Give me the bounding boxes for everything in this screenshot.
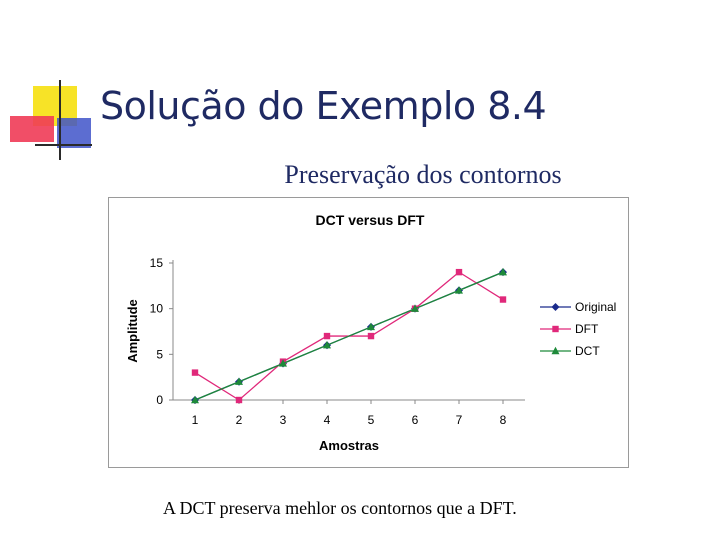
logo-blue-square (57, 118, 91, 148)
x-axis-label: Amostras (319, 438, 379, 453)
data-point-dft (191, 369, 199, 376)
data-point-dct (279, 359, 287, 367)
y-axis-label: Amplitude (125, 299, 140, 363)
x-tick-label: 4 (324, 413, 331, 427)
legend-label-dft: DFT (575, 322, 599, 336)
legend-marker-dft (552, 325, 559, 333)
logo-red-bar (10, 116, 54, 142)
x-tick-label: 8 (500, 413, 507, 427)
y-tick-label: 15 (150, 256, 164, 270)
slide-title: Solução do Exemplo 8.4 (100, 84, 547, 128)
x-tick-label: 6 (412, 413, 419, 427)
data-point-dft (323, 332, 331, 340)
chart-frame: DCT versus DFT Amplitude Amostras 0 5 10 15… (108, 197, 629, 468)
x-tick-label: 1 (192, 413, 199, 427)
x-tick-label: 5 (368, 413, 375, 427)
data-point-dft (367, 332, 375, 340)
data-point-dft (235, 396, 243, 404)
data-point-dct (455, 286, 463, 294)
y-tick-label: 5 (156, 347, 163, 361)
chart-title: DCT versus DFT (316, 212, 425, 228)
data-point-dct (323, 341, 331, 349)
legend-marker-dct (551, 346, 560, 355)
data-point-dct (235, 377, 243, 385)
x-tick-label: 7 (456, 413, 463, 427)
slide-subtitle: Preservação dos contornos (284, 160, 562, 189)
line-chart: DCT versus DFT Amplitude Amostras 051015… (125, 212, 616, 453)
data-point-dct (411, 304, 419, 312)
x-tick-label: 3 (280, 413, 287, 427)
plot-area: 0 5 10 15 1 2 3 4 5 6 7 8 (150, 256, 525, 427)
data-point-dct (499, 267, 507, 276)
data-point-dft (455, 268, 463, 276)
series-line-dct (194, 271, 504, 401)
legend: Original DFT DCT (540, 300, 616, 358)
x-tick-label: 2 (236, 413, 243, 427)
slide-caption: A DCT preserva mehlor os contornos que a… (163, 498, 517, 518)
slide-logo (10, 80, 92, 160)
data-point-dft (499, 296, 507, 303)
y-tick-label: 10 (150, 302, 164, 316)
data-point-dct (367, 322, 375, 331)
data-point-dct (191, 395, 199, 404)
legend-label-original: Original (575, 300, 616, 314)
legend-marker-original (551, 303, 560, 311)
y-tick-label: 0 (156, 393, 163, 407)
legend-label-dct: DCT (575, 344, 600, 358)
